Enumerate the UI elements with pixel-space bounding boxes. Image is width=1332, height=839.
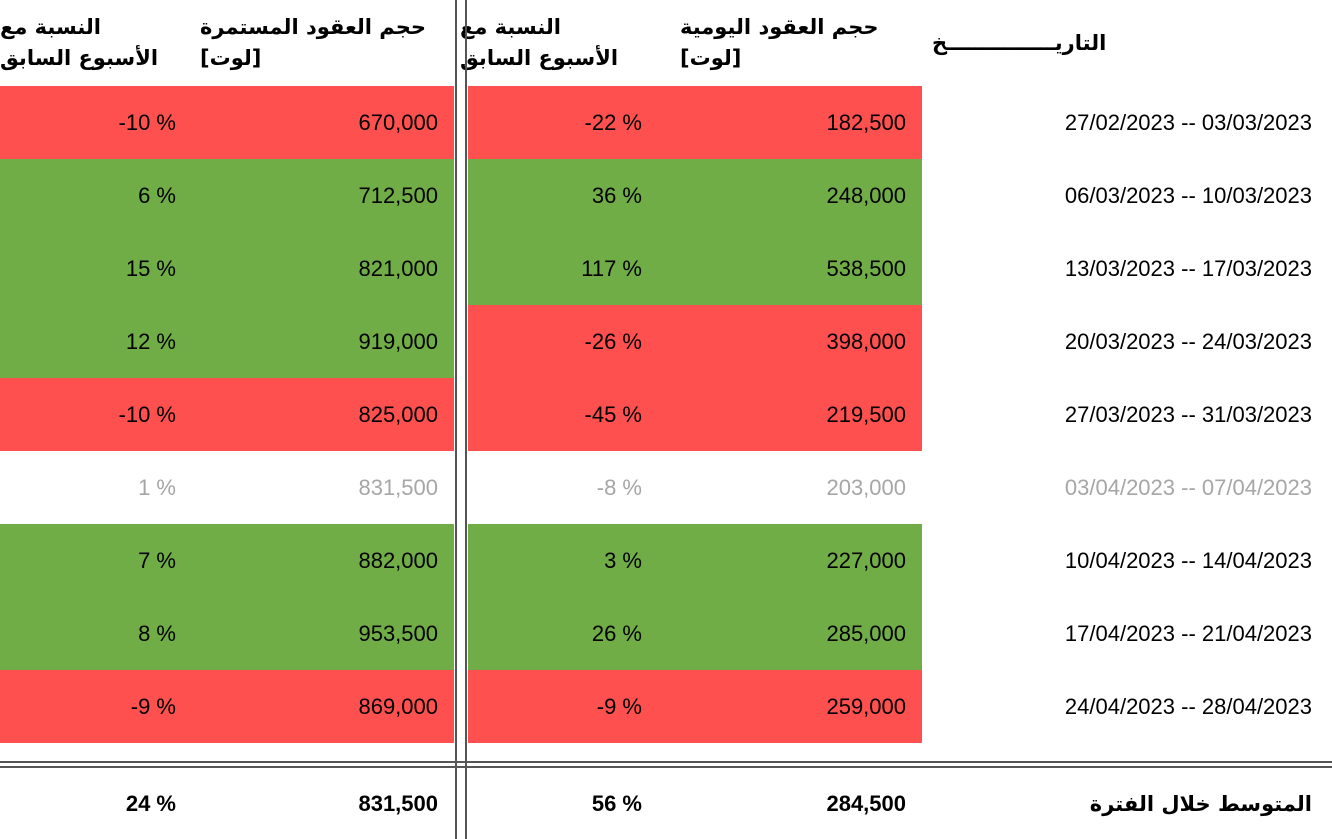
column-separator-right bbox=[465, 0, 467, 839]
daily-change-cell: 117 % bbox=[581, 255, 642, 281]
continuous-status-fill bbox=[0, 378, 454, 451]
continuous-volume-cell: 821,000 bbox=[358, 255, 438, 281]
header-continuous-change-line1: النسبة مع bbox=[0, 15, 101, 39]
continuous-status-fill bbox=[0, 670, 454, 743]
header-daily-change: النسبة مع الأسبوع السابق bbox=[460, 0, 642, 86]
continuous-change-cell: 12 % bbox=[125, 328, 176, 354]
average-daily-volume: 284,500 bbox=[826, 790, 906, 816]
continuous-volume-cell: 953,500 bbox=[358, 620, 438, 646]
header-continuous-change: النسبة مع الأسبوع السابق bbox=[0, 0, 178, 86]
continuous-status-fill bbox=[0, 86, 454, 159]
header-continuous-volume-line2: [لوت] bbox=[200, 46, 262, 70]
continuous-volume-cell: 882,000 bbox=[358, 547, 438, 573]
continuous-change-cell: 6 % bbox=[138, 182, 176, 208]
table-row: 8 % 953,500 26 % 285,000 17/04/2023 -- 21/04… bbox=[0, 597, 1332, 670]
continuous-volume-cell: 825,000 bbox=[358, 401, 438, 427]
average-continuous-volume: 831,500 bbox=[358, 790, 438, 816]
continuous-change-cell: 1 % bbox=[138, 474, 176, 500]
daily-volume-cell: 398,000 bbox=[826, 328, 906, 354]
daily-status-fill bbox=[468, 597, 922, 670]
daily-volume-cell: 182,500 bbox=[826, 109, 906, 135]
daily-change-cell: -22 % bbox=[584, 109, 642, 135]
daily-status-fill bbox=[468, 670, 922, 743]
daily-status-fill bbox=[468, 305, 922, 378]
continuous-change-cell: 8 % bbox=[138, 620, 176, 646]
date-range-cell: 03/04/2023 -- 07/04/2023 bbox=[1064, 474, 1312, 500]
header-daily-volume-line1: حجم العقود اليومية bbox=[680, 15, 879, 39]
table-row: -10 % 670,000 -22 % 182,500 27/02/2023 -- 03… bbox=[0, 86, 1332, 159]
table-row: -9 % 869,000 -9 % 259,000 24/04/2023 -- 28/0… bbox=[0, 670, 1332, 743]
table-row: -10 % 825,000 -45 % 219,500 27/03/2023 -- 31… bbox=[0, 378, 1332, 451]
daily-volume-cell: 227,000 bbox=[826, 547, 906, 573]
daily-status-fill bbox=[468, 86, 922, 159]
table-row: 7 % 882,000 3 % 227,000 10/04/2023 -- 14/04/… bbox=[0, 524, 1332, 597]
footer-separator-top bbox=[0, 761, 1332, 763]
daily-status-fill bbox=[468, 524, 922, 597]
average-daily-change: 56 % bbox=[591, 790, 642, 816]
continuous-volume-cell: 869,000 bbox=[358, 693, 438, 719]
table-row: 6 % 712,500 36 % 248,000 06/03/2023 -- 10/03… bbox=[0, 159, 1332, 232]
header-daily-change-line1: النسبة مع bbox=[460, 15, 561, 39]
daily-volume-cell: 219,500 bbox=[826, 401, 906, 427]
table-row: 12 % 919,000 -26 % 398,000 20/03/2023 -- 24/… bbox=[0, 305, 1332, 378]
continuous-change-cell: 7 % bbox=[138, 547, 176, 573]
daily-volume-cell: 259,000 bbox=[826, 693, 906, 719]
header-continuous-change-line2: الأسبوع السابق bbox=[0, 46, 159, 70]
daily-volume-cell: 203,000 bbox=[826, 474, 906, 500]
daily-change-cell: 36 % bbox=[591, 182, 642, 208]
date-range-cell: 27/03/2023 -- 31/03/2023 bbox=[1064, 401, 1312, 427]
date-range-cell: 17/04/2023 -- 21/04/2023 bbox=[1064, 620, 1312, 646]
continuous-volume-cell: 670,000 bbox=[358, 109, 438, 135]
header-date: التاريـــــــــــــــخ bbox=[932, 31, 1107, 55]
daily-change-cell: 3 % bbox=[604, 547, 642, 573]
continuous-change-cell: 15 % bbox=[125, 255, 176, 281]
continuous-volume-cell: 831,500 bbox=[358, 474, 438, 500]
continuous-status-fill bbox=[0, 232, 454, 305]
header-continuous-volume-line1: حجم العقود المستمرة bbox=[200, 15, 426, 39]
date-range-cell: 06/03/2023 -- 10/03/2023 bbox=[1064, 182, 1312, 208]
daily-status-fill bbox=[468, 378, 922, 451]
date-range-cell: 20/03/2023 -- 24/03/2023 bbox=[1064, 328, 1312, 354]
daily-status-fill bbox=[468, 159, 922, 232]
continuous-change-cell: -10 % bbox=[118, 401, 176, 427]
continuous-change-cell: -9 % bbox=[130, 693, 176, 719]
average-continuous-change: 24 % bbox=[125, 790, 176, 816]
average-row: 24 % 831,500 56 % 284,500 المتوسط خلال ا… bbox=[0, 768, 1332, 839]
continuous-status-fill bbox=[0, 524, 454, 597]
header-daily-change-line2: الأسبوع السابق bbox=[460, 46, 619, 70]
daily-change-cell: -45 % bbox=[584, 401, 642, 427]
header-daily-volume: حجم العقود اليومية [لوت] bbox=[680, 0, 906, 86]
date-range-cell: 10/04/2023 -- 14/04/2023 bbox=[1064, 547, 1312, 573]
daily-change-cell: -9 % bbox=[596, 693, 642, 719]
header-continuous-volume: حجم العقود المستمرة [لوت] bbox=[200, 0, 440, 86]
continuous-volume-cell: 919,000 bbox=[358, 328, 438, 354]
daily-change-cell: -8 % bbox=[596, 474, 642, 500]
date-range-cell: 24/04/2023 -- 28/04/2023 bbox=[1064, 693, 1312, 719]
date-range-cell: 13/03/2023 -- 17/03/2023 bbox=[1064, 255, 1312, 281]
header-daily-volume-line2: [لوت] bbox=[680, 46, 742, 70]
footer-separator-bottom bbox=[0, 766, 1332, 768]
daily-change-cell: -26 % bbox=[584, 328, 642, 354]
daily-volume-cell: 538,500 bbox=[826, 255, 906, 281]
continuous-volume-cell: 712,500 bbox=[358, 182, 438, 208]
date-range-cell: 27/02/2023 -- 03/03/2023 bbox=[1064, 109, 1312, 135]
continuous-status-fill bbox=[0, 159, 454, 232]
daily-status-fill bbox=[468, 232, 922, 305]
daily-volume-cell: 248,000 bbox=[826, 182, 906, 208]
daily-volume-cell: 285,000 bbox=[826, 620, 906, 646]
continuous-change-cell: -10 % bbox=[118, 109, 176, 135]
column-separator-left bbox=[455, 0, 457, 839]
table-row: 1 % 831,500 -8 % 203,000 03/04/2023 -- 07/04… bbox=[0, 451, 1332, 524]
average-label: المتوسط خلال الفترة bbox=[1089, 791, 1312, 816]
daily-change-cell: 26 % bbox=[591, 620, 642, 646]
continuous-status-fill bbox=[0, 597, 454, 670]
continuous-status-fill bbox=[0, 305, 454, 378]
table-row: 15 % 821,000 117 % 538,500 13/03/2023 -- 17/… bbox=[0, 232, 1332, 305]
